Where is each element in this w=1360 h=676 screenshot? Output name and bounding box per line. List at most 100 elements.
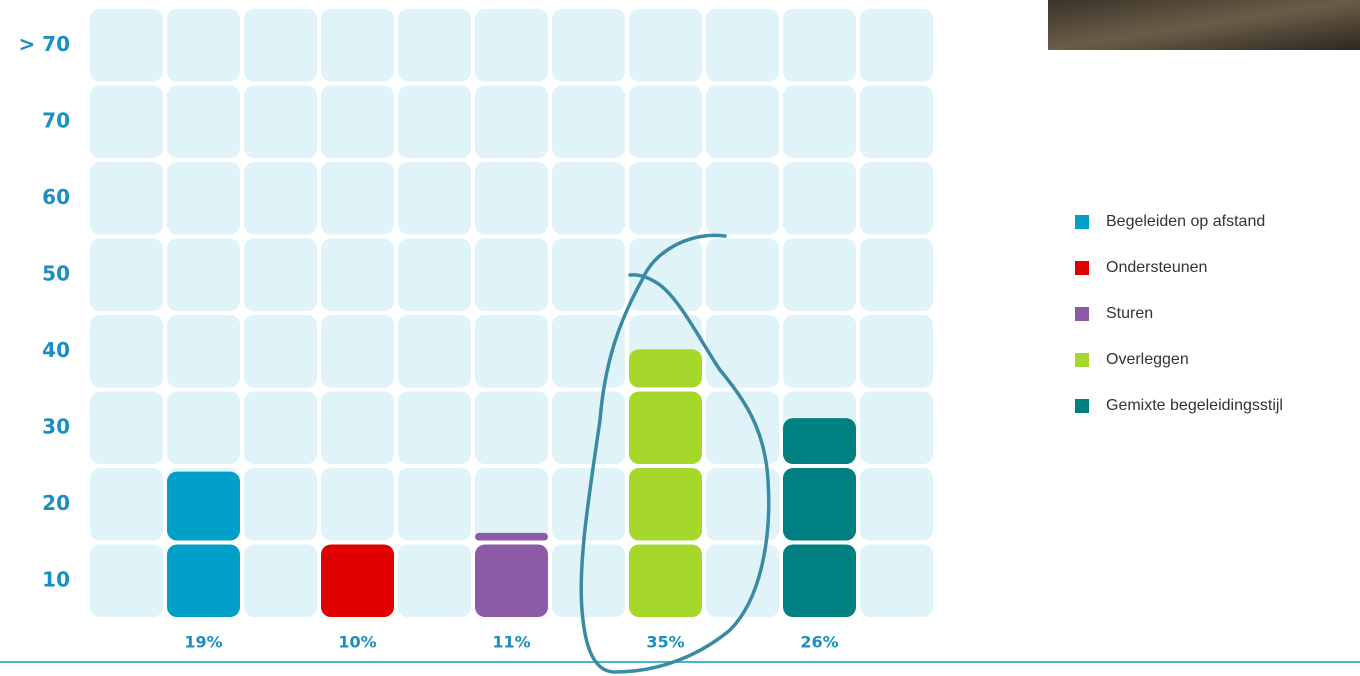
bar-tile [629, 468, 702, 541]
grid-tile [321, 162, 394, 235]
grid-tile [90, 85, 163, 158]
grid-tile [706, 162, 779, 235]
bar [475, 532, 548, 617]
legend: Begeleiden op afstand Ondersteunen Sturen O… [1075, 213, 1283, 414]
legend-swatch [1075, 399, 1089, 413]
grid-tile [860, 315, 933, 388]
grid-tile [706, 85, 779, 158]
grid-tile [398, 315, 471, 388]
grid-tile [321, 9, 394, 82]
grid-tile [321, 468, 394, 541]
grid-tile [783, 85, 856, 158]
legend-label: Gemixte begeleidingsstijl [1106, 397, 1283, 414]
grid-tile [552, 9, 625, 82]
grid-tile [398, 85, 471, 158]
grid-tile [321, 391, 394, 464]
grid-tile [244, 238, 317, 311]
grid-tile [706, 468, 779, 541]
legend-label: Ondersteunen [1106, 259, 1207, 276]
grid-tile [244, 85, 317, 158]
bar-tile [475, 544, 548, 617]
bar-tile [783, 544, 856, 617]
grid-tile [475, 468, 548, 541]
grid-tile [706, 315, 779, 388]
grid-tile [706, 238, 779, 311]
grid-tile [552, 315, 625, 388]
row-label: 70 [42, 108, 70, 132]
value-label: 26% [800, 633, 838, 652]
grid-tile [90, 9, 163, 82]
bar [321, 544, 394, 617]
grid-tile [167, 162, 240, 235]
grid-tile [860, 9, 933, 82]
grid-tile [244, 9, 317, 82]
bar-tile [475, 532, 548, 541]
grid-tile [244, 544, 317, 617]
grid-tile [90, 238, 163, 311]
grid-tile [398, 544, 471, 617]
grid-tile [629, 9, 702, 82]
bar [783, 418, 856, 617]
bar-tile [167, 471, 240, 541]
grid-tile [398, 9, 471, 82]
value-label: 35% [646, 633, 684, 652]
grid-tile [475, 391, 548, 464]
grid-tile [552, 238, 625, 311]
legend-swatch [1075, 307, 1089, 321]
row-label: 60 [42, 185, 70, 209]
grid-tile [552, 85, 625, 158]
bar-tile [629, 544, 702, 617]
bar-tile [783, 418, 856, 464]
grid-tile [475, 162, 548, 235]
grid-tile [552, 544, 625, 617]
grid-tile [706, 544, 779, 617]
value-label: 10% [338, 633, 376, 652]
grid-tile [629, 85, 702, 158]
grid-tile [244, 468, 317, 541]
grid-tile [244, 391, 317, 464]
grid-tile [398, 468, 471, 541]
grid-tile [167, 238, 240, 311]
grid-tile [860, 391, 933, 464]
bar [629, 349, 702, 617]
grid-tile [706, 9, 779, 82]
row-label: > 70 [18, 32, 70, 56]
bar-tile [167, 544, 240, 617]
grid-tile [398, 162, 471, 235]
value-label: 19% [184, 633, 222, 652]
grid-tile [321, 238, 394, 311]
grid-tile [860, 238, 933, 311]
grid-tile [475, 9, 548, 82]
grid-tile [860, 468, 933, 541]
row-label: 50 [42, 261, 70, 285]
row-label: 20 [42, 491, 70, 515]
bar-tile [629, 391, 702, 464]
grid-tile [783, 9, 856, 82]
legend-swatch [1075, 261, 1089, 275]
grid-tile [475, 85, 548, 158]
grid-tile [244, 162, 317, 235]
grid-tile [783, 162, 856, 235]
value-label: 11% [492, 633, 530, 652]
row-label: 40 [42, 338, 70, 362]
grid-tile [629, 162, 702, 235]
grid-tile [706, 391, 779, 464]
grid-tile [321, 315, 394, 388]
grid-tile [167, 85, 240, 158]
bar [167, 471, 240, 617]
grid-tile [167, 9, 240, 82]
bars [167, 349, 856, 617]
grid-tile [783, 238, 856, 311]
grid-tile [552, 391, 625, 464]
grid-tile [629, 238, 702, 311]
row-label: 30 [42, 414, 70, 438]
grid-tile [90, 162, 163, 235]
grid-tile [860, 162, 933, 235]
grid-tile [90, 468, 163, 541]
legend-swatch [1075, 215, 1089, 229]
row-label: 10 [42, 567, 70, 591]
grid-tile [321, 85, 394, 158]
grid-tile [398, 391, 471, 464]
grid-tile [244, 315, 317, 388]
